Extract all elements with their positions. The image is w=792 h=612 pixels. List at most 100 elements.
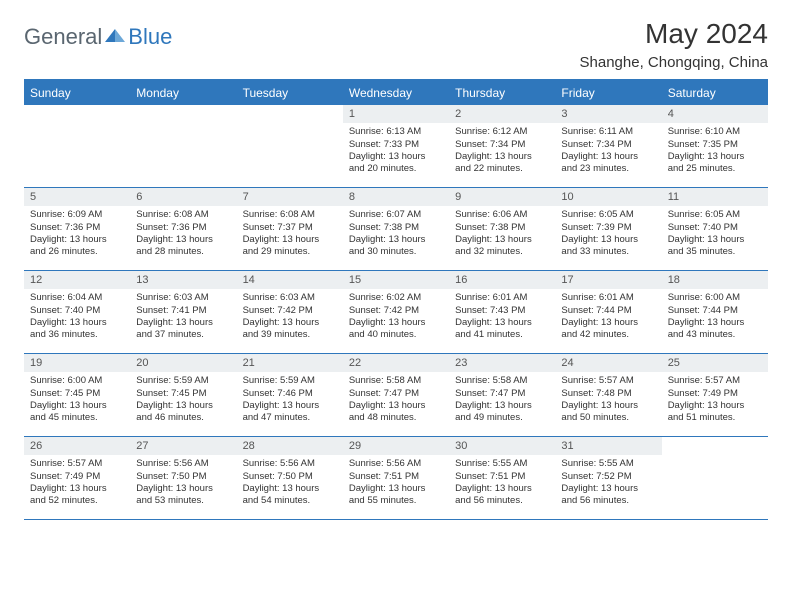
daylight-line: Daylight: 13 hours and 25 minutes. xyxy=(668,151,762,176)
day-number: 17 xyxy=(555,271,661,289)
day-number: 31 xyxy=(555,437,661,455)
day-content: Sunrise: 5:56 AMSunset: 7:50 PMDaylight:… xyxy=(130,455,236,511)
day-content: Sunrise: 6:07 AMSunset: 7:38 PMDaylight:… xyxy=(343,206,449,262)
sunrise-line: Sunrise: 5:56 AM xyxy=(136,458,230,470)
day-content: Sunrise: 5:56 AMSunset: 7:50 PMDaylight:… xyxy=(237,455,343,511)
week-row: 12Sunrise: 6:04 AMSunset: 7:40 PMDayligh… xyxy=(24,271,768,354)
day-cell: 17Sunrise: 6:01 AMSunset: 7:44 PMDayligh… xyxy=(555,271,661,353)
daylight-line: Daylight: 13 hours and 56 minutes. xyxy=(561,483,655,508)
sunrise-line: Sunrise: 5:55 AM xyxy=(455,458,549,470)
daylight-line: Daylight: 13 hours and 54 minutes. xyxy=(243,483,337,508)
week-row: 26Sunrise: 5:57 AMSunset: 7:49 PMDayligh… xyxy=(24,437,768,520)
day-number: 22 xyxy=(343,354,449,372)
day-cell: 9Sunrise: 6:06 AMSunset: 7:38 PMDaylight… xyxy=(449,188,555,270)
day-number: 18 xyxy=(662,271,768,289)
empty-cell xyxy=(237,105,343,187)
sunrise-line: Sunrise: 6:07 AM xyxy=(349,209,443,221)
day-cell: 26Sunrise: 5:57 AMSunset: 7:49 PMDayligh… xyxy=(24,437,130,519)
sunrise-line: Sunrise: 6:03 AM xyxy=(243,292,337,304)
sunrise-line: Sunrise: 6:11 AM xyxy=(561,126,655,138)
week-row: 1Sunrise: 6:13 AMSunset: 7:33 PMDaylight… xyxy=(24,105,768,188)
day-content: Sunrise: 5:59 AMSunset: 7:45 PMDaylight:… xyxy=(130,372,236,428)
day-number: 7 xyxy=(237,188,343,206)
day-content: Sunrise: 6:00 AMSunset: 7:44 PMDaylight:… xyxy=(662,289,768,345)
day-content: Sunrise: 5:55 AMSunset: 7:52 PMDaylight:… xyxy=(555,455,661,511)
week-row: 5Sunrise: 6:09 AMSunset: 7:36 PMDaylight… xyxy=(24,188,768,271)
header: General Blue May 2024 Shanghe, Chongqing… xyxy=(24,18,768,71)
day-content: Sunrise: 6:04 AMSunset: 7:40 PMDaylight:… xyxy=(24,289,130,345)
daylight-line: Daylight: 13 hours and 30 minutes. xyxy=(349,234,443,259)
weekday-cell: Monday xyxy=(130,81,236,105)
day-cell: 28Sunrise: 5:56 AMSunset: 7:50 PMDayligh… xyxy=(237,437,343,519)
day-cell: 11Sunrise: 6:05 AMSunset: 7:40 PMDayligh… xyxy=(662,188,768,270)
daylight-line: Daylight: 13 hours and 22 minutes. xyxy=(455,151,549,176)
calendar: SundayMondayTuesdayWednesdayThursdayFrid… xyxy=(24,79,768,520)
sunrise-line: Sunrise: 5:59 AM xyxy=(136,375,230,387)
day-cell: 27Sunrise: 5:56 AMSunset: 7:50 PMDayligh… xyxy=(130,437,236,519)
day-cell: 4 Sunrise: 6:10 AMSunset: 7:35 PMDaylight… xyxy=(662,105,768,187)
sunset-line: Sunset: 7:40 PM xyxy=(668,222,762,234)
daylight-line: Daylight: 13 hours and 56 minutes. xyxy=(455,483,549,508)
sunrise-line: Sunrise: 5:58 AM xyxy=(349,375,443,387)
sunrise-line: Sunrise: 5:57 AM xyxy=(30,458,124,470)
sunset-line: Sunset: 7:46 PM xyxy=(243,388,337,400)
weekday-cell: Tuesday xyxy=(237,81,343,105)
day-content: Sunrise: 6:11 AMSunset: 7:34 PMDaylight:… xyxy=(555,123,661,179)
sunrise-line: Sunrise: 5:57 AM xyxy=(561,375,655,387)
day-number: 4 xyxy=(662,105,768,123)
day-content: Sunrise: 5:59 AMSunset: 7:46 PMDaylight:… xyxy=(237,372,343,428)
sunrise-line: Sunrise: 6:06 AM xyxy=(455,209,549,221)
day-number: 3 xyxy=(555,105,661,123)
sunset-line: Sunset: 7:34 PM xyxy=(455,139,549,151)
day-cell: 10Sunrise: 6:05 AMSunset: 7:39 PMDayligh… xyxy=(555,188,661,270)
sunset-line: Sunset: 7:38 PM xyxy=(349,222,443,234)
sunrise-line: Sunrise: 6:10 AM xyxy=(668,126,762,138)
sunset-line: Sunset: 7:42 PM xyxy=(243,305,337,317)
day-cell: 7Sunrise: 6:08 AMSunset: 7:37 PMDaylight… xyxy=(237,188,343,270)
sunrise-line: Sunrise: 5:57 AM xyxy=(668,375,762,387)
day-cell: 29Sunrise: 5:56 AMSunset: 7:51 PMDayligh… xyxy=(343,437,449,519)
day-number: 13 xyxy=(130,271,236,289)
sunrise-line: Sunrise: 6:05 AM xyxy=(561,209,655,221)
day-content: Sunrise: 6:00 AMSunset: 7:45 PMDaylight:… xyxy=(24,372,130,428)
daylight-line: Daylight: 13 hours and 29 minutes. xyxy=(243,234,337,259)
day-cell: 22Sunrise: 5:58 AMSunset: 7:47 PMDayligh… xyxy=(343,354,449,436)
day-number: 1 xyxy=(343,105,449,123)
day-number: 12 xyxy=(24,271,130,289)
day-cell: 3Sunrise: 6:11 AMSunset: 7:34 PMDaylight… xyxy=(555,105,661,187)
day-number: 29 xyxy=(343,437,449,455)
weekday-cell: Friday xyxy=(555,81,661,105)
sunset-line: Sunset: 7:49 PM xyxy=(668,388,762,400)
day-number: 26 xyxy=(24,437,130,455)
daylight-line: Daylight: 13 hours and 41 minutes. xyxy=(455,317,549,342)
sunset-line: Sunset: 7:39 PM xyxy=(561,222,655,234)
location-text: Shanghe, Chongqing, China xyxy=(580,54,768,71)
sunrise-line: Sunrise: 5:56 AM xyxy=(243,458,337,470)
daylight-line: Daylight: 13 hours and 52 minutes. xyxy=(30,483,124,508)
daylight-line: Daylight: 13 hours and 50 minutes. xyxy=(561,400,655,425)
sunset-line: Sunset: 7:34 PM xyxy=(561,139,655,151)
sunset-line: Sunset: 7:36 PM xyxy=(30,222,124,234)
weekday-cell: Wednesday xyxy=(343,81,449,105)
day-number: 21 xyxy=(237,354,343,372)
sunset-line: Sunset: 7:33 PM xyxy=(349,139,443,151)
day-content: Sunrise: 5:58 AMSunset: 7:47 PMDaylight:… xyxy=(343,372,449,428)
sunrise-line: Sunrise: 6:00 AM xyxy=(30,375,124,387)
sunset-line: Sunset: 7:47 PM xyxy=(455,388,549,400)
daylight-line: Daylight: 13 hours and 39 minutes. xyxy=(243,317,337,342)
day-cell: 23Sunrise: 5:58 AMSunset: 7:47 PMDayligh… xyxy=(449,354,555,436)
sunrise-line: Sunrise: 6:03 AM xyxy=(136,292,230,304)
day-number: 9 xyxy=(449,188,555,206)
daylight-line: Daylight: 13 hours and 55 minutes. xyxy=(349,483,443,508)
sunrise-line: Sunrise: 6:04 AM xyxy=(30,292,124,304)
sunset-line: Sunset: 7:40 PM xyxy=(30,305,124,317)
day-cell: 19Sunrise: 6:00 AMSunset: 7:45 PMDayligh… xyxy=(24,354,130,436)
day-number: 2 xyxy=(449,105,555,123)
sunrise-line: Sunrise: 6:08 AM xyxy=(136,209,230,221)
day-cell: 13Sunrise: 6:03 AMSunset: 7:41 PMDayligh… xyxy=(130,271,236,353)
day-content: Sunrise: 6:03 AMSunset: 7:42 PMDaylight:… xyxy=(237,289,343,345)
sunrise-line: Sunrise: 5:56 AM xyxy=(349,458,443,470)
sunset-line: Sunset: 7:35 PM xyxy=(668,139,762,151)
sunset-line: Sunset: 7:50 PM xyxy=(136,471,230,483)
daylight-line: Daylight: 13 hours and 32 minutes. xyxy=(455,234,549,259)
